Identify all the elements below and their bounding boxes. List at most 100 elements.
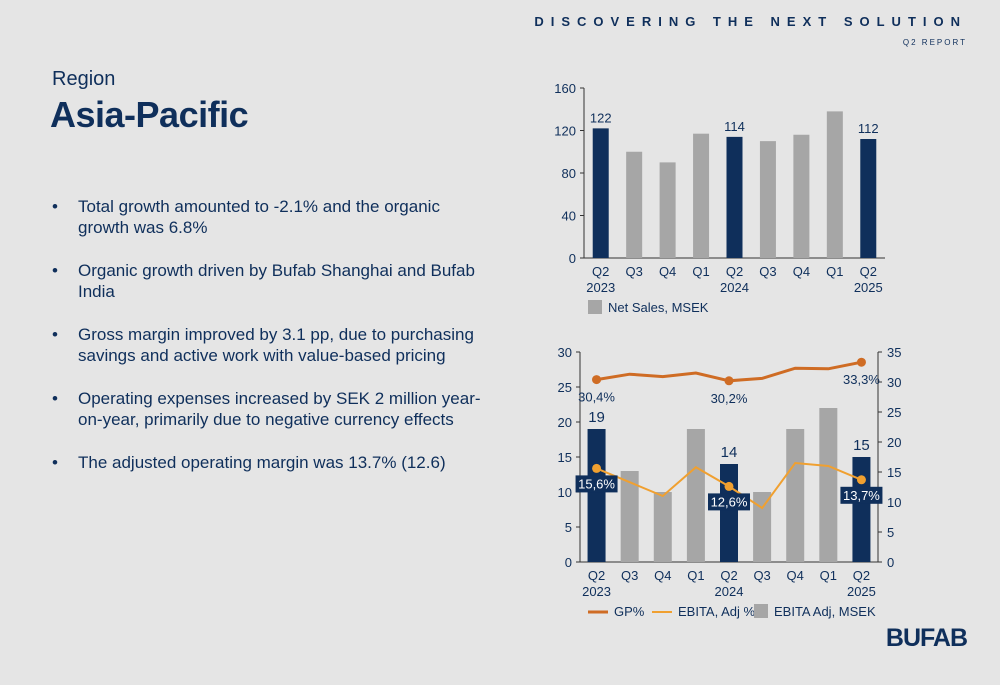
legend-ebita-msek-label: EBITA Adj, MSEK bbox=[774, 604, 876, 619]
bullet-list: • Total growth amounted to -2.1% and the … bbox=[52, 196, 492, 495]
bullet-item: • Gross margin improved by 3.1 pp, due to… bbox=[52, 324, 492, 366]
right-tick-label: 25 bbox=[887, 405, 901, 420]
page-title: Asia-Pacific bbox=[50, 94, 249, 135]
bar bbox=[659, 162, 676, 258]
bar bbox=[720, 464, 738, 562]
legend-label: Net Sales, MSEK bbox=[608, 300, 709, 315]
bar bbox=[786, 429, 805, 562]
bar bbox=[587, 429, 606, 562]
bar bbox=[686, 429, 705, 562]
data-label: 122 bbox=[590, 110, 612, 125]
gp-marker bbox=[592, 375, 602, 385]
left-tick-label: 30 bbox=[558, 345, 572, 360]
report-subtitle: Q2 REPORT bbox=[902, 38, 967, 47]
x-tick-label: Q2 bbox=[726, 264, 743, 279]
gp-marker bbox=[724, 376, 734, 386]
bullet-item: • The adjusted operating margin was 13.7%… bbox=[52, 452, 492, 473]
y-tick-label: 120 bbox=[554, 124, 576, 139]
x-tick-label: Q4 bbox=[787, 568, 804, 583]
bar-data-label: 19 bbox=[588, 409, 605, 426]
bar bbox=[620, 471, 639, 562]
bullet-text: Total growth amounted to -2.1% and the o… bbox=[78, 197, 440, 237]
y-tick-label: 160 bbox=[554, 81, 576, 96]
x-tick-year: 2024 bbox=[720, 280, 749, 295]
x-tick-year: 2024 bbox=[715, 584, 744, 599]
x-tick-year: 2023 bbox=[586, 280, 615, 295]
y-tick-label: 40 bbox=[562, 209, 576, 224]
bullet-text: Gross margin improved by 3.1 pp, due to … bbox=[78, 325, 474, 365]
legend-gp-label: GP% bbox=[614, 604, 645, 619]
left-tick-label: 20 bbox=[558, 415, 572, 430]
gp-marker bbox=[856, 357, 866, 367]
bullet-item: • Organic growth driven by Bufab Shanghai… bbox=[52, 260, 492, 302]
x-tick-label: Q3 bbox=[759, 264, 776, 279]
ebita-marker bbox=[724, 481, 734, 491]
legend-ebita-msek-swatch bbox=[754, 604, 768, 618]
bar bbox=[693, 133, 710, 258]
bullet-glyph: • bbox=[52, 261, 58, 280]
bullet-glyph: • bbox=[52, 325, 58, 344]
x-tick-label: Q2 bbox=[860, 264, 877, 279]
region-label: Region bbox=[52, 68, 116, 90]
x-tick-year: 2025 bbox=[847, 584, 876, 599]
bar-data-label: 14 bbox=[721, 444, 738, 461]
bar bbox=[626, 151, 643, 258]
x-tick-label: Q3 bbox=[625, 264, 642, 279]
y-tick-label: 80 bbox=[562, 166, 576, 181]
bar bbox=[653, 492, 672, 562]
ebita-data-label: 13,7% bbox=[843, 488, 880, 503]
gp-data-label: 33,3% bbox=[843, 372, 880, 387]
ebita-data-label: 15,6% bbox=[578, 476, 615, 491]
bullet-glyph: • bbox=[52, 453, 58, 472]
left-tick-label: 0 bbox=[565, 555, 572, 570]
ebita-label-box bbox=[575, 475, 618, 493]
x-tick-label: Q2 bbox=[720, 568, 737, 583]
bullet-item: • Total growth amounted to -2.1% and the … bbox=[52, 196, 492, 238]
x-tick-label: Q4 bbox=[793, 264, 810, 279]
gp-data-label: 30,4% bbox=[578, 390, 615, 405]
x-tick-label: Q2 bbox=[588, 568, 605, 583]
tagline: DISCOVERING THE NEXT SOLUTION bbox=[534, 14, 967, 29]
x-tick-label: Q4 bbox=[659, 264, 676, 279]
bar bbox=[759, 141, 776, 258]
data-label: 112 bbox=[858, 121, 879, 136]
legend-ebita-pct-label: EBITA, Adj % bbox=[678, 604, 756, 619]
x-tick-label: Q1 bbox=[692, 264, 709, 279]
x-tick-label: Q3 bbox=[621, 568, 638, 583]
x-tick-label: Q4 bbox=[654, 568, 671, 583]
right-tick-label: 0 bbox=[887, 555, 894, 570]
data-label: 114 bbox=[724, 119, 745, 134]
right-tick-label: 5 bbox=[887, 525, 894, 540]
bullet-glyph: • bbox=[52, 197, 58, 216]
x-tick-label: Q1 bbox=[826, 264, 843, 279]
bullet-item: • Operating expenses increased by SEK 2 m… bbox=[52, 388, 492, 430]
bar-data-label: 15 bbox=[853, 437, 870, 454]
x-tick-label: Q2 bbox=[853, 568, 870, 583]
bullet-glyph: • bbox=[52, 389, 58, 408]
left-tick-label: 10 bbox=[558, 485, 572, 500]
bullet-text: Organic growth driven by Bufab Shanghai … bbox=[78, 261, 475, 301]
right-tick-label: 15 bbox=[887, 465, 901, 480]
bar bbox=[592, 128, 609, 258]
ebita-marker bbox=[856, 475, 866, 485]
bar bbox=[819, 408, 838, 562]
right-tick-label: 30 bbox=[887, 375, 901, 390]
ebita-data-label: 12,6% bbox=[711, 494, 748, 509]
right-tick-label: 10 bbox=[887, 495, 901, 510]
bar bbox=[726, 136, 743, 258]
ebita-label-box bbox=[708, 493, 750, 511]
gp-data-label: 30,2% bbox=[711, 391, 748, 406]
ebita-marker bbox=[592, 463, 602, 473]
bar bbox=[826, 111, 843, 258]
left-tick-label: 25 bbox=[558, 380, 572, 395]
left-tick-label: 5 bbox=[565, 520, 572, 535]
left-tick-label: 15 bbox=[558, 450, 572, 465]
bar bbox=[753, 492, 772, 562]
x-tick-label: Q1 bbox=[687, 568, 704, 583]
bar bbox=[860, 139, 877, 258]
x-tick-year: 2023 bbox=[582, 584, 611, 599]
y-tick-label: 0 bbox=[569, 251, 576, 266]
legend-swatch bbox=[588, 300, 602, 314]
